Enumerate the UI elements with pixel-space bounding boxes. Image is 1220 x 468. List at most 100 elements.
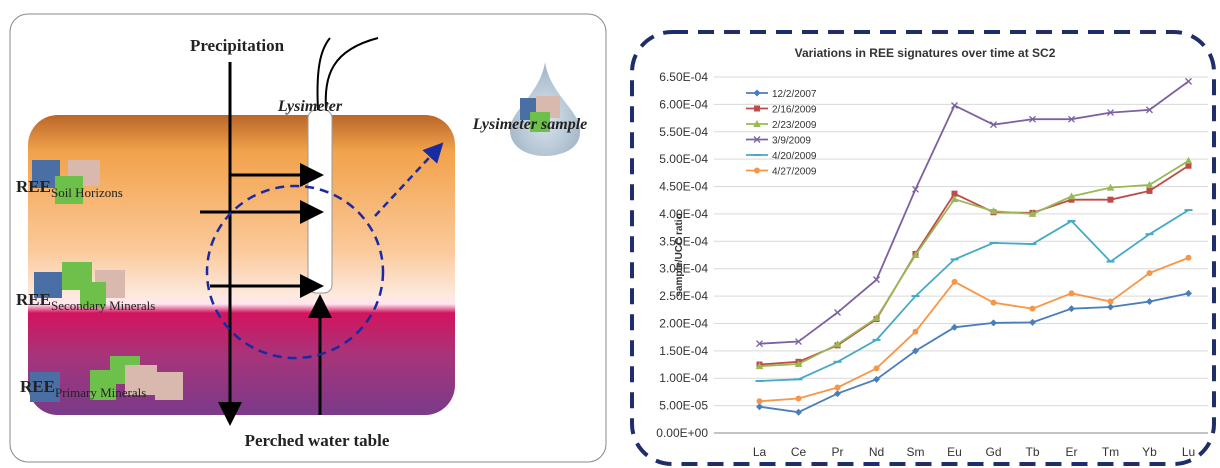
marker xyxy=(1029,318,1036,326)
marker xyxy=(1028,209,1037,217)
marker xyxy=(753,89,761,97)
sample-circle xyxy=(205,184,385,360)
ree-subscript: Secondary Minerals xyxy=(51,298,155,313)
chart: Variations in REE signatures over time a… xyxy=(656,46,1208,459)
marker xyxy=(834,309,841,316)
marker xyxy=(951,190,958,197)
chart-frame xyxy=(630,30,1216,466)
marker xyxy=(951,278,958,285)
legend-label: 3/9/2009 xyxy=(772,136,811,147)
series xyxy=(755,209,1193,382)
marker xyxy=(1068,196,1075,203)
marker xyxy=(1067,192,1076,200)
marker xyxy=(912,347,919,355)
series xyxy=(756,254,1192,405)
y-tick-label: 4.50E-04 xyxy=(659,180,708,194)
line xyxy=(759,256,1189,403)
y-tick-label: 1.50E-04 xyxy=(659,344,708,358)
marker xyxy=(753,120,761,127)
line xyxy=(759,160,1189,368)
x-tick-label: Tm xyxy=(1102,445,1119,459)
marker xyxy=(1107,196,1114,203)
label: Lysimeter sample xyxy=(472,116,588,133)
ree-symbol: REE xyxy=(16,290,51,309)
marker xyxy=(1068,305,1075,313)
legend-label: 2/23/2009 xyxy=(772,120,817,131)
y-tick-label: 5.50E-04 xyxy=(659,125,708,139)
label: Perched water table xyxy=(245,431,390,450)
marker xyxy=(1146,187,1153,194)
marker xyxy=(1106,183,1115,191)
ree-label: REEPrimary Minerals xyxy=(20,377,146,400)
marker xyxy=(912,328,919,335)
diagram: Precipitation Lysimeter Lysimeter sample… xyxy=(9,13,607,463)
series xyxy=(755,156,1193,370)
mineral-tiles xyxy=(30,160,183,402)
line xyxy=(759,292,1189,414)
legend-label: 4/20/2009 xyxy=(772,151,817,162)
legend-item: 2/23/2009 xyxy=(746,120,817,131)
x-tick-label: Er xyxy=(1066,445,1078,459)
legend-item: 3/9/2009 xyxy=(746,136,811,147)
marker xyxy=(756,398,763,405)
legend-item: 2/16/2009 xyxy=(746,105,817,116)
ree-subscript: Primary Minerals xyxy=(55,385,146,400)
marker xyxy=(951,323,958,331)
marker xyxy=(754,105,760,112)
y-tick-label: 2.50E-04 xyxy=(659,289,708,303)
y-tick-label: 5.00E-04 xyxy=(659,152,708,166)
marker xyxy=(795,338,802,345)
marker xyxy=(1184,156,1193,164)
ree-label: REESoil Horizons xyxy=(16,177,123,200)
legend-label: 12/2/2007 xyxy=(772,89,817,100)
y-tick-label: 4.00E-04 xyxy=(659,207,708,221)
x-tick-label: Pr xyxy=(832,445,844,459)
marker xyxy=(834,384,841,391)
x-tick-label: Yb xyxy=(1142,445,1157,459)
marker xyxy=(1185,254,1192,261)
marker xyxy=(872,313,881,321)
legend-item: 12/2/2007 xyxy=(746,89,817,100)
y-tick-label: 0.00E+00 xyxy=(656,426,708,440)
marker xyxy=(873,276,880,284)
marker xyxy=(834,390,841,398)
marker xyxy=(1107,298,1114,305)
marker xyxy=(754,167,760,174)
marker xyxy=(795,395,802,402)
y-tick-label: 6.50E-04 xyxy=(659,70,708,84)
marker xyxy=(873,375,880,383)
marker xyxy=(756,403,763,411)
marker xyxy=(1068,290,1075,297)
chart-title: Variations in REE signatures over time a… xyxy=(795,46,1056,60)
label: Precipitation xyxy=(190,36,285,55)
marker xyxy=(795,408,802,416)
legend-label: 2/16/2009 xyxy=(772,105,817,116)
marker xyxy=(1107,303,1114,311)
legend-item: 4/27/2009 xyxy=(746,167,817,178)
marker xyxy=(1146,298,1153,306)
y-tick-label: 3.50E-04 xyxy=(659,234,708,248)
marker xyxy=(990,121,997,129)
label: Lysimeter xyxy=(277,98,343,115)
marker xyxy=(951,102,958,109)
marker xyxy=(911,251,920,258)
y-tick-label: 5.00E-05 xyxy=(659,399,708,413)
y-axis-title: sample/UCC ratio xyxy=(674,213,685,296)
marker xyxy=(1145,180,1154,188)
marker xyxy=(1068,115,1075,123)
y-tick-label: 3.00E-04 xyxy=(659,262,708,276)
marker xyxy=(989,207,998,215)
marker xyxy=(990,319,997,327)
marker xyxy=(1185,77,1192,85)
x-tick-label: Sm xyxy=(907,445,925,459)
legend-item: 4/20/2009 xyxy=(746,151,817,162)
x-tick-label: Lu xyxy=(1182,445,1195,459)
marker xyxy=(912,185,919,193)
y-tick-label: 1.00E-04 xyxy=(659,371,708,385)
marker xyxy=(753,136,761,143)
x-tick-label: Ce xyxy=(791,445,807,459)
marker xyxy=(1146,270,1153,277)
ree-label: REESecondary Minerals xyxy=(16,290,155,313)
